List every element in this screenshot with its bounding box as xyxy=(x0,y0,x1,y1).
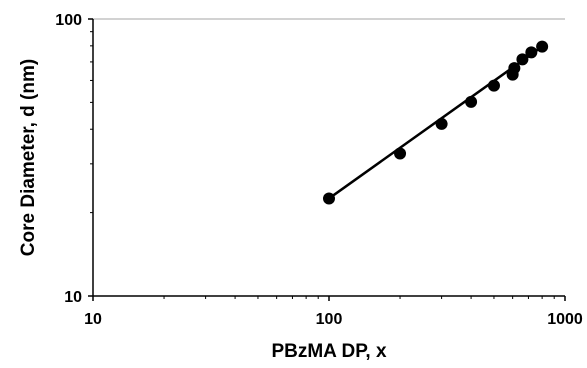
fit-line-group xyxy=(328,45,543,200)
x-tick-label: 10 xyxy=(84,311,102,328)
x-tick-label: 1000 xyxy=(547,311,583,328)
fit-line xyxy=(328,45,543,200)
data-point xyxy=(536,40,549,53)
y-axis-ticks: 10 100 xyxy=(55,12,93,306)
data-point xyxy=(323,192,335,205)
x-axis-title: PBzMA DP, x xyxy=(271,341,387,362)
x-tick-label: 100 xyxy=(316,311,343,328)
data-point xyxy=(487,79,500,92)
data-point xyxy=(435,117,448,130)
data-point xyxy=(465,95,478,108)
y-tick-label: 10 xyxy=(64,289,82,306)
data-points xyxy=(323,40,549,205)
data-point xyxy=(508,62,521,75)
x-axis-ticks: 10 100 1000 xyxy=(84,296,583,328)
data-point xyxy=(525,46,538,59)
y-tick-label: 100 xyxy=(55,12,82,29)
data-point xyxy=(394,147,407,160)
y-axis-title: Core Diameter, d (nm) xyxy=(18,59,39,256)
data-point xyxy=(516,53,529,66)
